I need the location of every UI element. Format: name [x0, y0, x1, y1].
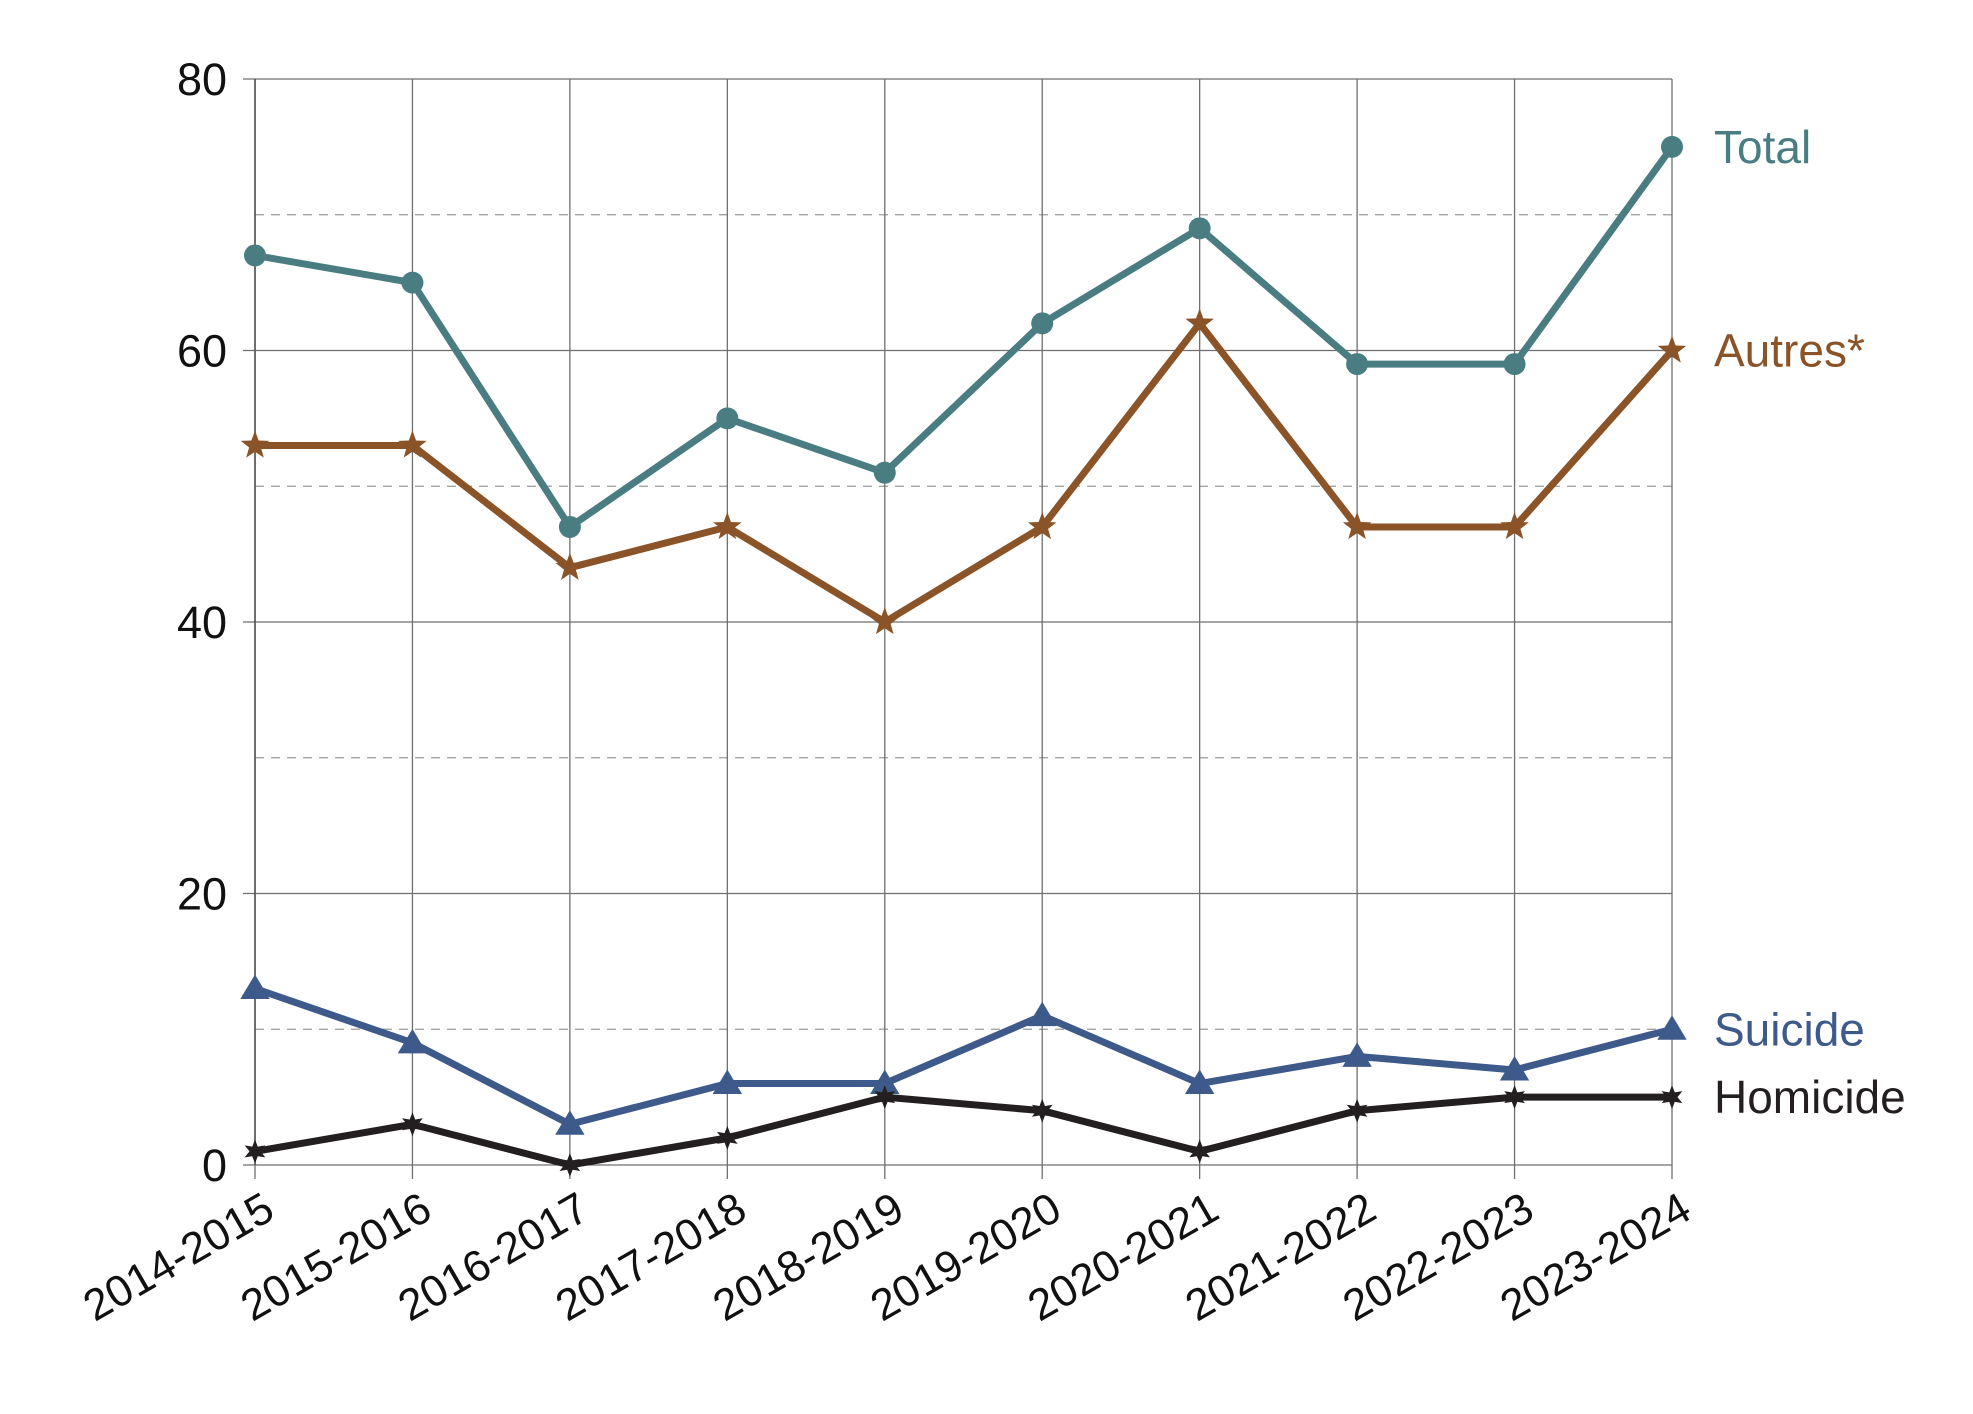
data-point [1657, 335, 1687, 363]
data-point [402, 1112, 423, 1137]
data-point [1661, 1085, 1683, 1110]
data-point [240, 974, 270, 1000]
series-line [251, 985, 1676, 1128]
data-point [716, 407, 739, 430]
data-point [397, 1028, 428, 1054]
series-total [244, 135, 1683, 538]
data-point [398, 430, 427, 458]
series-label: Suicide [1714, 1003, 1865, 1055]
y-tick-label: 20 [177, 869, 227, 920]
y-tick-label: 40 [177, 597, 227, 648]
data-point [555, 552, 585, 580]
data-point [1184, 1069, 1215, 1095]
data-point [558, 515, 581, 538]
data-point [712, 1069, 743, 1095]
data-point [1503, 353, 1526, 376]
y-tick-label: 60 [177, 326, 227, 377]
data-point [1657, 1015, 1687, 1040]
data-point [713, 511, 742, 540]
series-suicide [240, 974, 1687, 1135]
data-point [870, 1069, 900, 1095]
series-line [251, 1093, 1676, 1169]
data-point [1027, 511, 1057, 540]
data-point [244, 1139, 266, 1164]
y-tick-label: 0 [202, 1140, 227, 1191]
data-point [873, 461, 896, 484]
series-label: Total [1714, 121, 1811, 173]
data-point [1185, 308, 1214, 336]
data-point [1188, 217, 1211, 240]
data-point [244, 244, 266, 267]
data-point [555, 1110, 585, 1135]
series-line [251, 143, 1676, 531]
data-point [1346, 353, 1369, 376]
series-autres- [240, 308, 1687, 635]
data-point [1189, 1139, 1211, 1164]
data-point [1500, 511, 1529, 540]
data-point [870, 607, 900, 635]
data-point [1504, 1085, 1525, 1110]
data-point [1342, 1042, 1372, 1067]
y-tick-label: 80 [177, 54, 227, 105]
data-point [401, 271, 424, 294]
series-line [251, 319, 1676, 626]
series-homicide [244, 1085, 1683, 1177]
data-point [1499, 1055, 1530, 1081]
data-point [1031, 1098, 1053, 1123]
data-point [240, 430, 270, 458]
series-label: Autres* [1714, 325, 1865, 377]
grid [243, 78, 1673, 1179]
data-point [874, 1085, 896, 1110]
data-point [1031, 312, 1054, 335]
series [240, 135, 1687, 1177]
data-point [1027, 1001, 1057, 1027]
data-point [1661, 135, 1683, 158]
series-labels: Total Autres* Suicide Homicide [1714, 121, 1906, 1123]
data-point [559, 1153, 581, 1177]
data-point [1346, 1098, 1368, 1123]
data-point [1342, 511, 1372, 540]
series-label: Homicide [1714, 1071, 1906, 1123]
data-point [716, 1125, 738, 1150]
